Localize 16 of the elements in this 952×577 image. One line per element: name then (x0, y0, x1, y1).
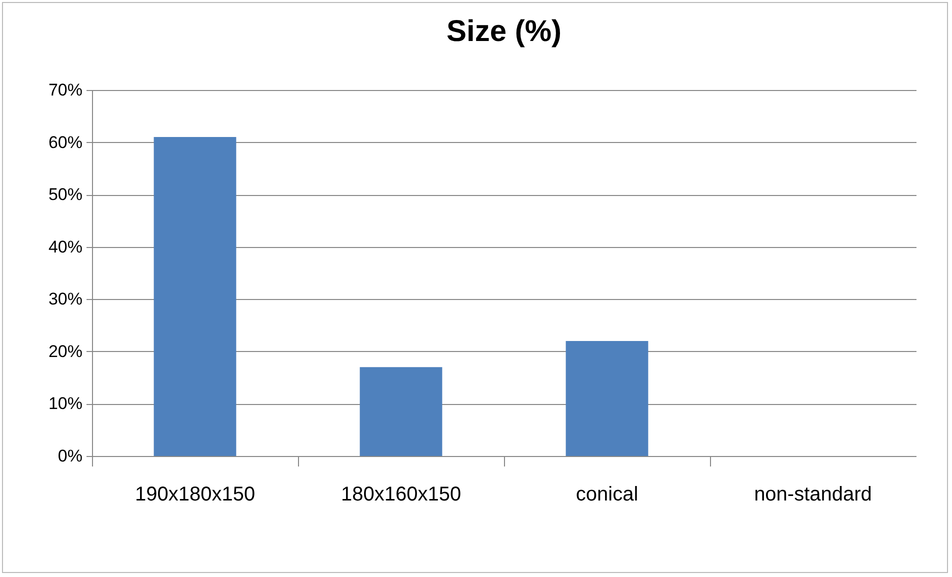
y-tick-label: 70% (48, 80, 82, 100)
y-tick-label: 30% (48, 290, 82, 309)
y-tick-label: 50% (48, 185, 82, 204)
x-tick-label: 180x160x150 (340, 484, 462, 506)
x-tick-label: 190x180x150 (134, 484, 256, 506)
x-tick-label: non-standard (754, 484, 872, 506)
y-tick-label: 20% (48, 342, 82, 361)
y-tick-label: 0% (58, 446, 82, 466)
x-tick-label: conical (576, 484, 638, 506)
bar (360, 367, 442, 456)
bar (566, 340, 648, 456)
bar (154, 137, 236, 456)
y-tick-label: 60% (48, 132, 82, 152)
chart-title: Size (%) (446, 15, 562, 48)
y-tick-label: 40% (48, 237, 82, 256)
y-tick-label: 10% (48, 394, 82, 414)
